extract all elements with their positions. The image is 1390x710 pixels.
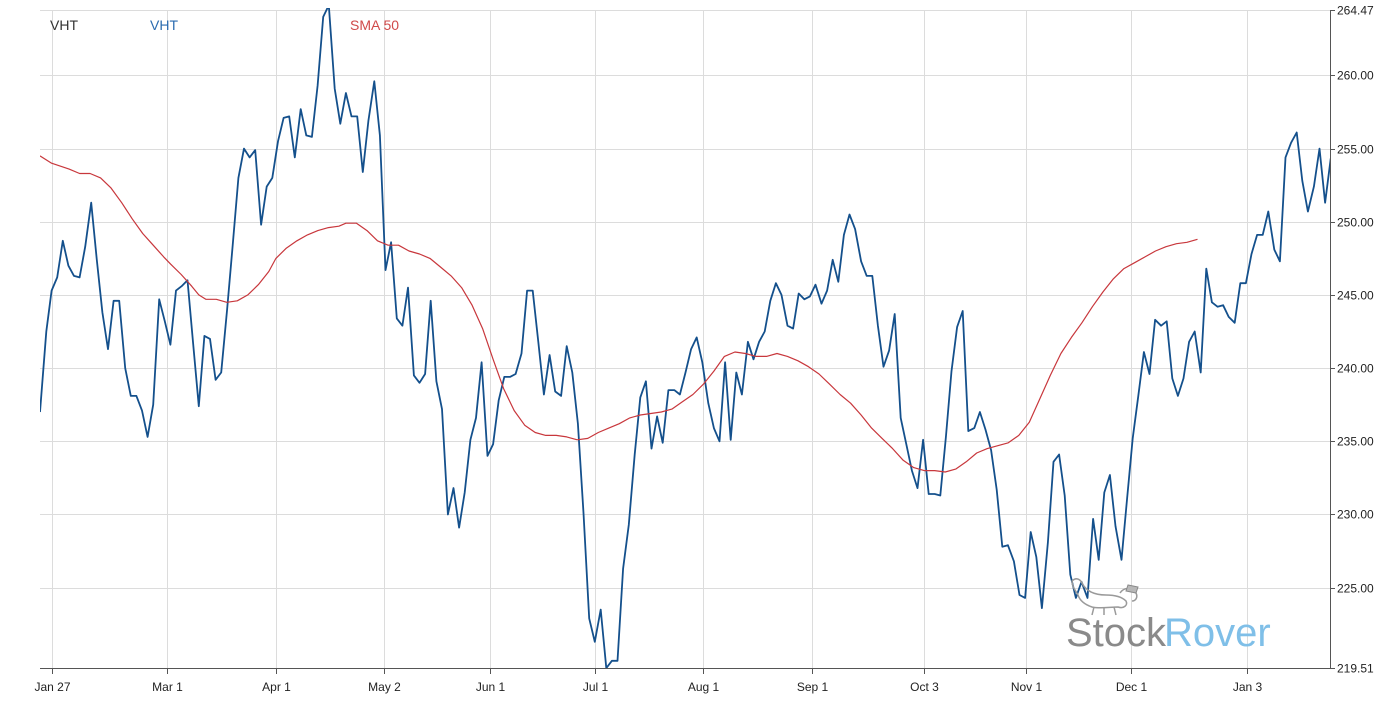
series-line-sma50[interactable] <box>40 155 1198 473</box>
series-line-vht[interactable] <box>40 5 1390 668</box>
brand-rover-text: Rover <box>1164 611 1271 655</box>
y-tick-label: 235.00 <box>1337 435 1374 449</box>
x-tick-label: Jan 3 <box>1233 680 1263 694</box>
x-tick-label: Jun 1 <box>476 680 506 694</box>
x-tick-label: Jul 1 <box>583 680 609 694</box>
brand-logo: Stock Rover <box>1066 578 1271 655</box>
y-tick-label: 225.00 <box>1337 582 1374 596</box>
grid <box>40 10 1330 669</box>
x-tick-label: May 2 <box>368 680 401 694</box>
x-tick-label: Aug 1 <box>688 680 720 694</box>
legend-symbol: VHT <box>50 17 78 33</box>
x-tick-label: Oct 3 <box>910 680 939 694</box>
dog-logo-icon <box>1071 578 1139 616</box>
y-tick-label: 260.00 <box>1337 69 1374 83</box>
x-tick-label: Nov 1 <box>1011 680 1043 694</box>
x-tick-label: Jan 27 <box>34 680 70 694</box>
brand-stock-text: Stock <box>1066 611 1167 655</box>
legend-series-vht[interactable]: VHT <box>150 17 178 33</box>
y-tick-label: 250.00 <box>1337 216 1374 230</box>
y-tick-label: 245.00 <box>1337 289 1374 303</box>
y-tick-label: 255.00 <box>1337 143 1374 157</box>
y-tick-label: 230.00 <box>1337 508 1374 522</box>
axes: 264.47 260.00 255.00 250.00 245.00 240.00 235.… <box>34 4 1374 695</box>
y-tick-label: 240.00 <box>1337 362 1374 376</box>
x-tick-label: Dec 1 <box>1116 680 1148 694</box>
y-tick-label: 264.47 <box>1337 4 1374 18</box>
legend: VHT VHT SMA 50 <box>50 17 399 33</box>
legend-series-sma50[interactable]: SMA 50 <box>350 17 399 33</box>
series <box>40 5 1390 668</box>
x-tick-label: Sep 1 <box>797 680 829 694</box>
x-tick-label: Apr 1 <box>262 680 291 694</box>
x-tick-label: Mar 1 <box>152 680 183 694</box>
y-tick-label: 219.51 <box>1337 662 1374 676</box>
